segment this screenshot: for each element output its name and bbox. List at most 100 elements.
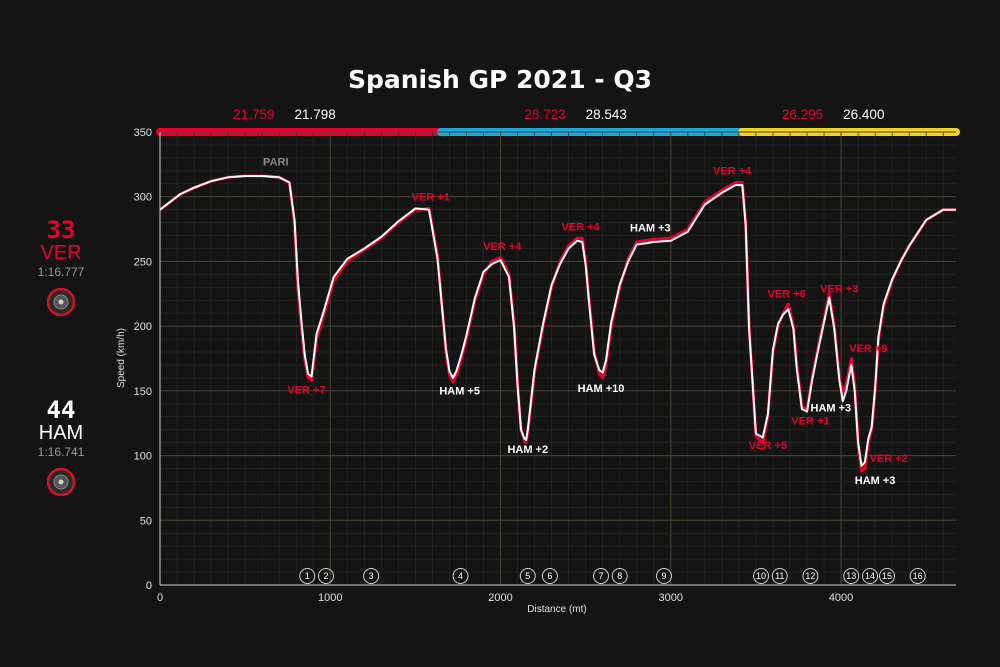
corner-number: 12 [805, 571, 815, 581]
corner-circle [843, 568, 860, 584]
sector-1-ham-time: 21.798 [294, 107, 335, 122]
corner-marker: 3 [363, 568, 380, 584]
y-tick-label: 250 [134, 256, 152, 268]
annotation-label: VER +5 [749, 440, 787, 452]
corner-circle [452, 568, 469, 584]
corner-number: 15 [882, 571, 892, 581]
annotation-label: VER +4 [483, 241, 522, 253]
corner-circle [802, 568, 819, 584]
y-tick-label: 100 [134, 451, 152, 463]
driver-ham-number: 44 [46, 396, 76, 424]
corner-marker: 6 [541, 568, 558, 584]
annotation-label: PARI [263, 157, 288, 169]
chart-title: Spanish GP 2021 - Q3 [348, 65, 652, 94]
annotation-label: VER +7 [287, 384, 325, 396]
driver-ham-laptime: 1:16.741 [37, 445, 85, 459]
corner-number: 11 [775, 571, 784, 581]
x-tick-label: 2000 [488, 592, 512, 604]
corner-number: 2 [324, 571, 329, 581]
corner-marker: 8 [611, 568, 628, 584]
corner-circle [611, 568, 628, 584]
y-tick-label: 300 [134, 192, 152, 204]
x-tick-label: 0 [157, 592, 163, 604]
corner-circle [299, 568, 316, 584]
sector-3-ver-time: 26.295 [782, 107, 823, 122]
series-lines [159, 174, 956, 473]
corner-circle [318, 568, 335, 584]
sector-2-ver-time: 28.723 [524, 107, 565, 122]
annotation-label: VER +2 [870, 453, 908, 465]
annotation-label: VER +3 [820, 283, 858, 295]
corner-number: 14 [865, 571, 875, 581]
sector-3-ham-time: 26.400 [843, 107, 884, 122]
driver-ver-laptime: 1:16.777 [37, 265, 85, 279]
corner-marker: 5 [519, 568, 536, 584]
corner-circle [909, 568, 926, 584]
y-tick-label: 50 [140, 515, 152, 527]
annotation-label: HAM +3 [855, 475, 896, 487]
x-tick-label: 3000 [659, 592, 683, 604]
corner-circle [519, 568, 536, 584]
corner-marker: 10 [753, 568, 770, 584]
corner-circle [541, 568, 558, 584]
corner-number: 16 [913, 571, 923, 581]
corner-number: 8 [617, 571, 622, 581]
corner-number: 10 [756, 571, 766, 581]
corner-marker: 14 [862, 568, 879, 584]
y-tick-label: 200 [134, 321, 152, 333]
annotation-label: HAM +3 [811, 403, 852, 415]
corner-circle [879, 568, 896, 584]
corner-circle [655, 568, 672, 584]
corner-marker: 13 [843, 568, 860, 584]
corner-number: 5 [525, 571, 530, 581]
y-axis-label: Speed (km/h) [116, 328, 127, 388]
corner-circle [753, 568, 770, 584]
y-tick-label: 150 [134, 386, 152, 398]
annotations: PARI VER +7 VER +1 HAM +5 VER +4 HAM +2 VER +4… [263, 157, 908, 487]
corner-circle [771, 568, 788, 584]
y-tick-label: 0 [146, 580, 152, 592]
driver-ham-code: HAM [38, 422, 84, 444]
series-ham-line [159, 175, 956, 467]
corner-number: 13 [846, 571, 856, 581]
x-tick-label: 1000 [318, 592, 342, 604]
corner-marker: 11 [771, 568, 788, 584]
sector-2-ham-time: 28.543 [586, 107, 627, 122]
annotation-label: VER +6 [767, 289, 805, 301]
corner-marker: 16 [909, 568, 926, 584]
corner-marker: 1 [299, 568, 316, 584]
corner-number: 3 [369, 571, 374, 581]
annotation-label: VER +1 [791, 416, 829, 428]
annotation-label: HAM +5 [439, 386, 480, 398]
corner-marker: 12 [802, 568, 819, 584]
annotation-label: VER +4 [561, 221, 600, 233]
sector-bar: 21.759 21.798 28.723 28.543 26.295 26.400 [156, 107, 960, 136]
y-tick-label: 350 [134, 127, 152, 139]
driver-ver-code: VER [40, 242, 82, 264]
corner-number: 1 [305, 571, 310, 581]
corner-number: 7 [598, 571, 603, 581]
corner-marker: 4 [452, 568, 469, 584]
axes: 0 50 100 150 200 250 300 350 0 1000 2000 3000 4000 [134, 127, 956, 604]
corner-marker: 9 [655, 568, 672, 584]
corner-circle [363, 568, 380, 584]
corner-markers: 1 2 3 4 5 6 7 8 9 10 11 12 13 14 15 16 [299, 568, 926, 584]
corner-number: 9 [661, 571, 666, 581]
driver-ver-panel: 33 VER 1:16.777 [30, 218, 92, 316]
driver-ham-panel: 44 HAM 1:16.741 [30, 398, 92, 496]
soft-tyre-icon [47, 288, 75, 316]
corner-circle [592, 568, 609, 584]
driver-ver-number: 33 [46, 216, 76, 244]
x-axis-label: Distance (mt) [527, 604, 586, 615]
corner-marker: 15 [879, 568, 896, 584]
annotation-label: HAM +2 [507, 444, 548, 456]
corner-number: 4 [458, 571, 463, 581]
corner-circle [862, 568, 879, 584]
soft-tyre-icon [47, 468, 75, 496]
annotation-label: VER +9 [849, 343, 887, 355]
annotation-label: HAM +10 [578, 383, 625, 395]
corner-marker: 7 [592, 568, 609, 584]
corner-marker: 2 [318, 568, 335, 584]
corner-number: 6 [547, 571, 552, 581]
